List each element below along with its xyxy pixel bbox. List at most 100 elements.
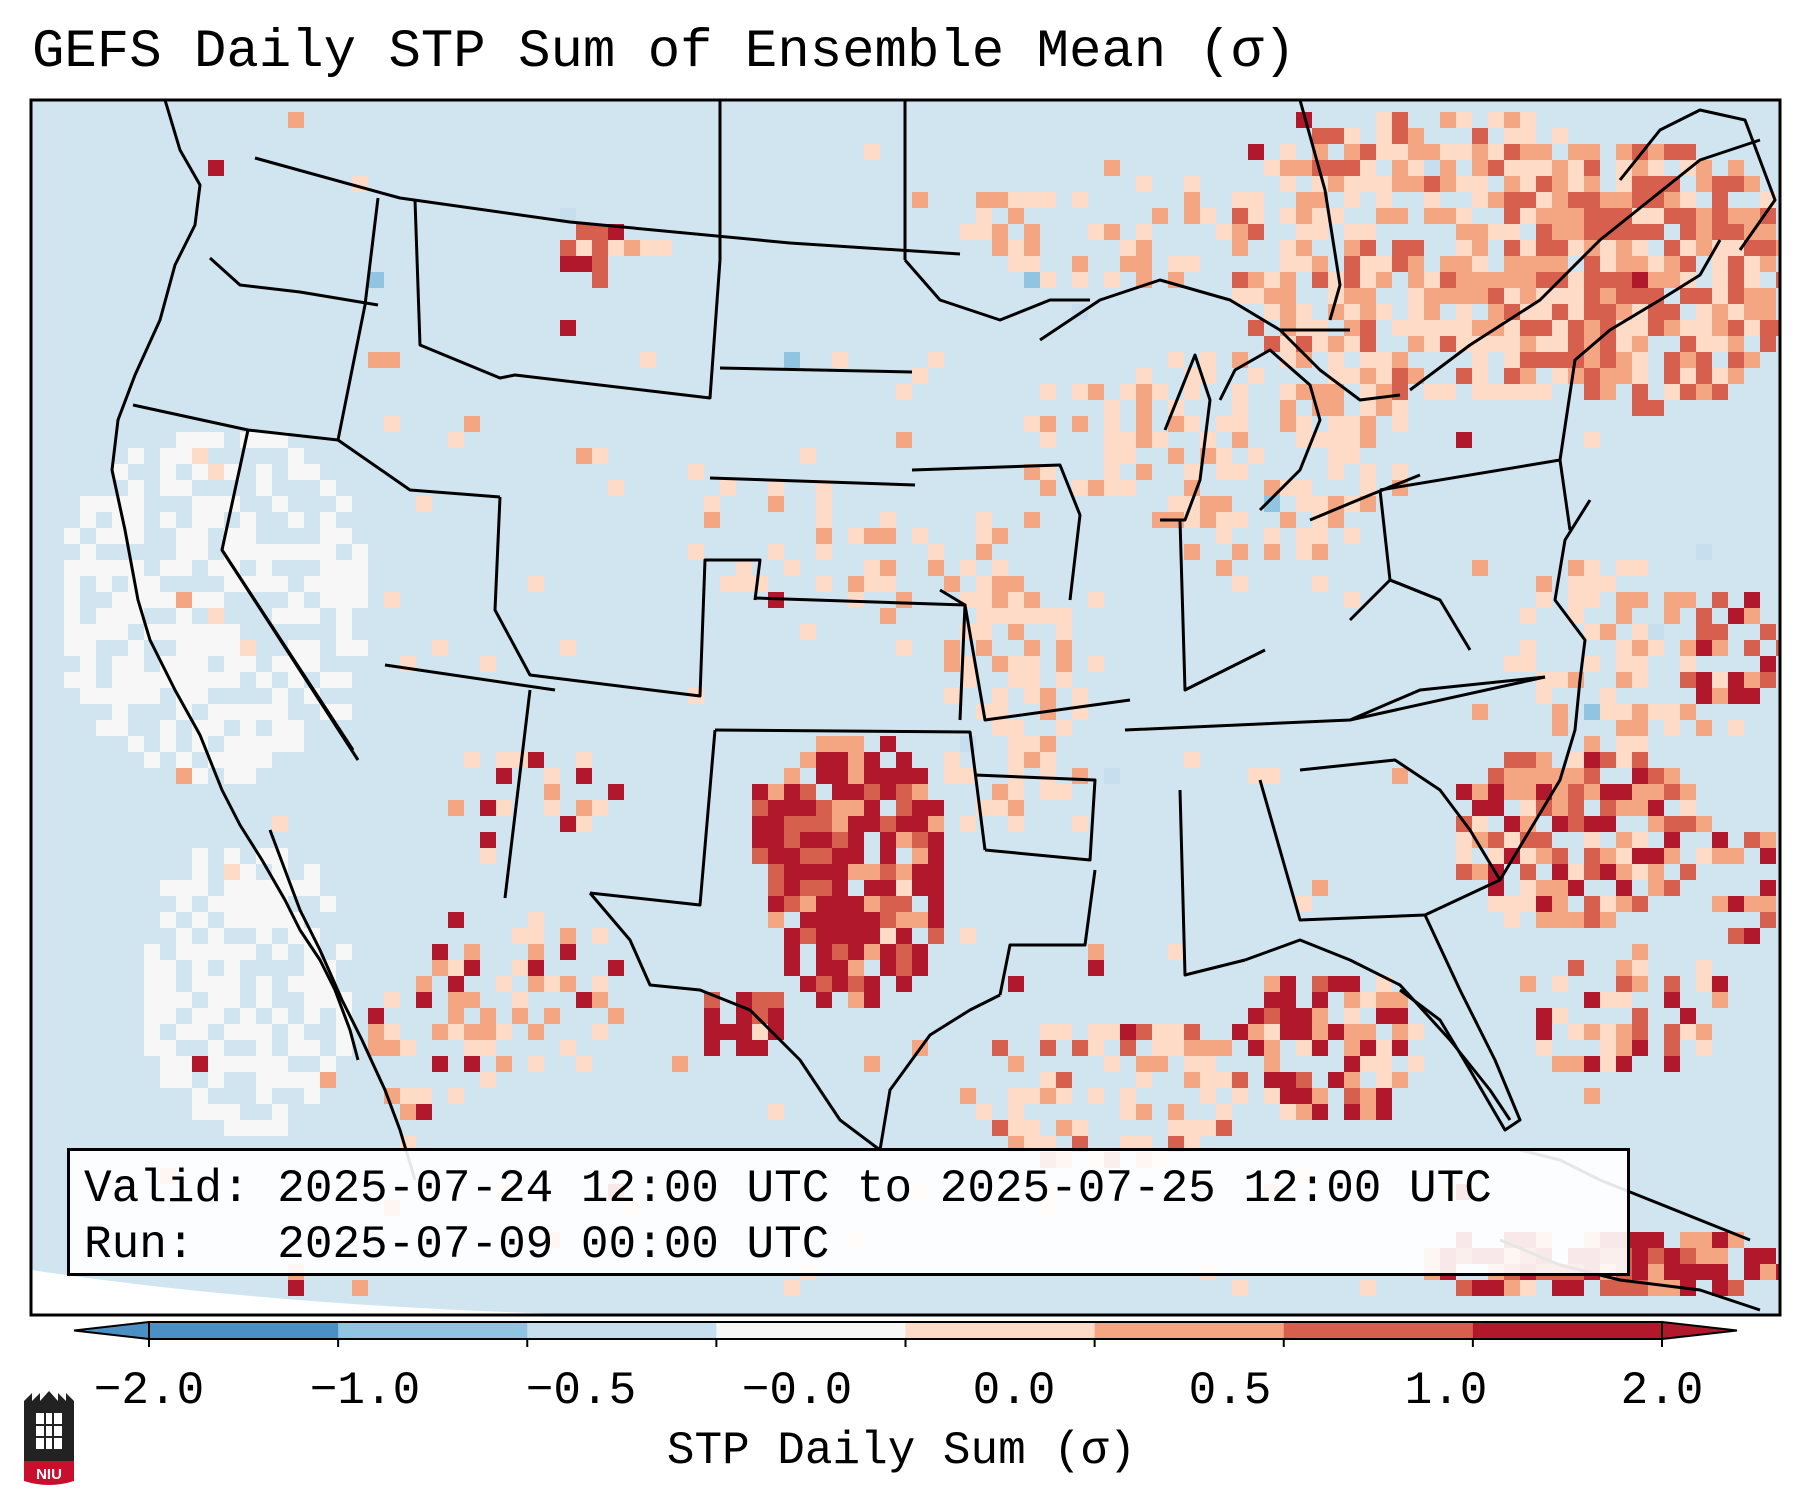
stp-cell [816,512,832,528]
stp-cell [1520,336,1536,352]
stp-cell [1232,288,1248,304]
stp-cell [1568,144,1584,160]
stp-cell [1536,208,1552,224]
stp-cell [1280,160,1296,176]
stp-cell [864,928,880,944]
stp-cell [1760,1248,1776,1264]
stp-cell [1664,240,1680,256]
stp-cell [1232,576,1248,592]
stp-cell [1728,320,1744,336]
stp-cell [1520,752,1536,768]
stp-cell [1296,1088,1312,1104]
stp-cell [320,576,336,592]
stp-cell [288,1024,304,1040]
stp-cell [336,672,352,688]
stp-cell [288,640,304,656]
stp-cell [1744,352,1760,368]
stp-cell [1328,128,1344,144]
stp-cell [208,160,224,176]
stp-cell [1600,912,1616,928]
stp-cell [288,1040,304,1056]
stp-cell [1344,1072,1360,1088]
stp-cell [1392,1072,1408,1088]
stp-cell [336,576,352,592]
stp-cell [80,640,96,656]
stp-cell [176,640,192,656]
stp-cell [1072,480,1088,496]
stp-cell [1744,928,1760,944]
stp-cell [1632,192,1648,208]
stp-cell [1440,176,1456,192]
utah-arizona [384,663,556,692]
stp-cell [816,736,832,752]
stp-cell [864,528,880,544]
stp-cell [1552,128,1568,144]
stp-cell [736,1008,752,1024]
stp-cell [1472,240,1488,256]
stp-cell [1584,1056,1600,1072]
stp-cell [1648,864,1664,880]
stp-cell [800,784,816,800]
stp-cell [880,608,896,624]
stp-cell [1488,144,1504,160]
stp-cell [1584,768,1600,784]
stp-cell [1376,272,1392,288]
stp-cell [1072,688,1088,704]
stp-cell [1680,208,1696,224]
stp-cell [1648,624,1664,640]
stp-cell [880,576,896,592]
stp-cell [224,736,240,752]
stp-cell [1376,352,1392,368]
stp-cell [1312,528,1328,544]
stp-cell [288,976,304,992]
stp-cell [1648,272,1664,288]
valid-time-line: Valid: 2025-07-24 12:00 UTC to 2025-07-2… [84,1163,1492,1215]
stp-cell [1344,1104,1360,1120]
stp-cell [1392,240,1408,256]
stp-cell [592,224,608,240]
stp-cell [1616,640,1632,656]
stp-cell [272,432,288,448]
stp-cell [1584,432,1600,448]
stp-cell [624,240,640,256]
stp-cell [1552,720,1568,736]
stp-cell [192,1056,208,1072]
stp-cell [1024,592,1040,608]
stp-cell [816,960,832,976]
stp-cell [256,1120,272,1136]
stp-cell [304,976,320,992]
stp-cell [1760,672,1776,688]
stp-cell [304,1088,320,1104]
stp-cell [1456,288,1472,304]
stp-cell [912,864,928,880]
stp-cell [1408,272,1424,288]
stp-cell [1520,112,1536,128]
stp-cell [880,832,896,848]
stp-cell [1680,1008,1696,1024]
stp-cell [1552,1280,1568,1296]
stp-cell [816,576,832,592]
stp-cell [1504,336,1520,352]
stp-cell [160,1072,176,1088]
stp-cell [896,976,912,992]
stp-cell [1184,384,1200,400]
stp-cell [1584,160,1600,176]
stp-cell [1536,272,1552,288]
stp-cell [1760,240,1776,256]
stp-cell [768,784,784,800]
stp-cell [1632,1264,1648,1280]
stp-cell [512,960,528,976]
stp-cell [1712,304,1728,320]
stp-cell [1360,432,1376,448]
stp-cell [1520,880,1536,896]
stp-cell [1744,288,1760,304]
stp-cell [752,832,768,848]
stp-cell [848,832,864,848]
stp-cell [1120,432,1136,448]
stp-cell [240,736,256,752]
stp-cell [1424,144,1440,160]
stp-cell [1712,976,1728,992]
stp-cell [832,736,848,752]
stp-cell [256,704,272,720]
stp-cell [544,768,560,784]
